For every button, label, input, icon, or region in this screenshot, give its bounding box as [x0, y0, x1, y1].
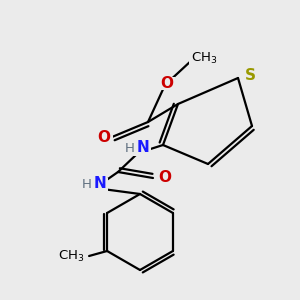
Text: O: O	[158, 170, 172, 185]
Text: O: O	[98, 130, 110, 145]
FancyBboxPatch shape	[189, 52, 219, 64]
Text: CH$_3$: CH$_3$	[191, 50, 217, 66]
Text: S: S	[244, 68, 256, 83]
FancyBboxPatch shape	[157, 172, 173, 184]
FancyBboxPatch shape	[129, 142, 151, 156]
Text: H: H	[125, 142, 135, 154]
Text: O: O	[160, 76, 173, 91]
Text: N: N	[136, 140, 149, 155]
FancyBboxPatch shape	[159, 76, 175, 89]
Text: N: N	[94, 176, 106, 191]
Text: CH$_3$: CH$_3$	[58, 248, 84, 263]
FancyBboxPatch shape	[95, 130, 113, 143]
FancyBboxPatch shape	[86, 178, 108, 192]
Text: H: H	[82, 178, 92, 190]
